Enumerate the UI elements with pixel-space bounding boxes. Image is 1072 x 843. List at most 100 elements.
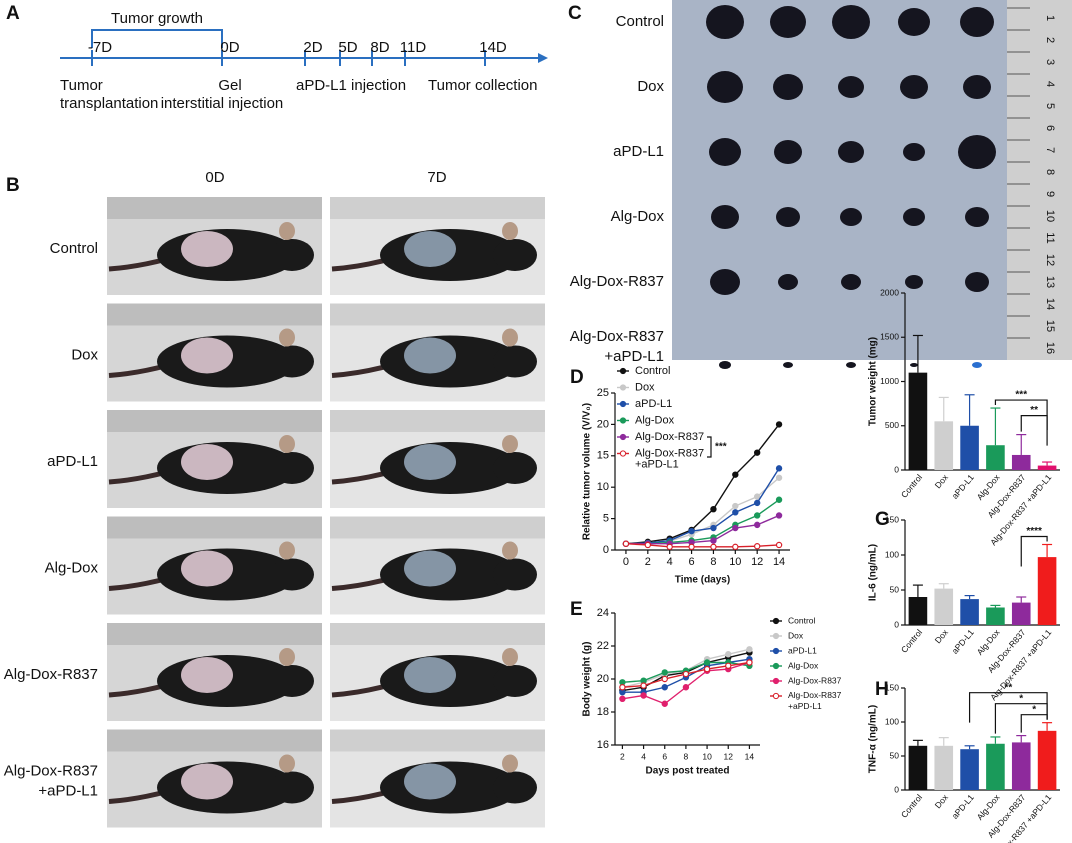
ruler-number: 16 bbox=[1044, 342, 1056, 354]
y-tick-label: 18 bbox=[597, 706, 609, 718]
legend-marker bbox=[772, 617, 780, 625]
data-point bbox=[666, 543, 673, 551]
panel-letter: D bbox=[570, 367, 584, 388]
bar bbox=[960, 749, 979, 790]
y-tick-label: 5 bbox=[603, 513, 609, 525]
photo-row-label: Alg-Dox-R837 bbox=[4, 666, 98, 683]
mouse-head bbox=[493, 452, 537, 484]
shaved-area bbox=[181, 337, 233, 374]
photo-backdrop bbox=[330, 623, 545, 645]
timeline-tick-label: 2D bbox=[303, 39, 322, 56]
shaved-area bbox=[404, 550, 456, 587]
bar bbox=[1037, 730, 1057, 790]
panel-letter: E bbox=[570, 599, 583, 620]
x-axis-label: Days post treated bbox=[646, 766, 730, 777]
tumor bbox=[778, 274, 798, 290]
bar bbox=[960, 425, 979, 470]
legend-marker bbox=[619, 417, 627, 424]
mouse-head bbox=[493, 345, 537, 378]
data-point bbox=[661, 669, 668, 676]
data-point bbox=[640, 692, 647, 699]
shaved-area bbox=[181, 763, 233, 800]
x-tick-label: 10 bbox=[702, 751, 712, 761]
x-tick-label: 8 bbox=[710, 556, 716, 568]
tumor-row-label: Alg-Dox bbox=[611, 208, 665, 225]
tumor bbox=[840, 208, 862, 226]
data-point bbox=[746, 646, 753, 653]
bar bbox=[1011, 742, 1031, 790]
tumor-row-label: Dox bbox=[637, 78, 664, 95]
data-point bbox=[753, 512, 761, 519]
bracket-label: Tumor growth bbox=[111, 10, 203, 27]
tumor-row-label: Alg-Dox-R837 +aPD-L1 bbox=[570, 328, 664, 365]
data-point bbox=[775, 474, 783, 481]
tumor bbox=[903, 208, 925, 226]
x-tick-label: 2 bbox=[645, 556, 651, 568]
mouse-ear bbox=[502, 222, 518, 240]
ruler-number: 10 bbox=[1044, 210, 1056, 222]
tumor-row-label: aPD-L1 bbox=[613, 143, 664, 160]
series-line bbox=[625, 423, 780, 545]
tumor-row-label: Control bbox=[616, 13, 664, 30]
ruler-number: 12 bbox=[1044, 254, 1056, 266]
mouse-ear bbox=[279, 222, 295, 240]
data-point bbox=[775, 496, 783, 503]
panel-letter: H bbox=[875, 679, 889, 700]
mouse-ear bbox=[502, 541, 518, 560]
x-tick-label: aPD-L1 bbox=[950, 627, 976, 656]
x-tick-label: Dox bbox=[933, 627, 951, 646]
mouse-head bbox=[493, 771, 537, 804]
tumor-row-label: Alg-Dox-R837 bbox=[570, 273, 664, 290]
photo-backdrop bbox=[330, 516, 545, 539]
data-point bbox=[619, 695, 626, 703]
y-tick-label: 25 bbox=[597, 387, 609, 399]
ruler-number: 1 bbox=[1044, 15, 1056, 21]
mouse-head bbox=[270, 452, 314, 484]
significance-bracket bbox=[1020, 714, 1048, 733]
shaved-area bbox=[181, 550, 233, 587]
y-axis-label: TNF-α (ng/mL) bbox=[868, 705, 879, 773]
photo-backdrop bbox=[107, 729, 322, 752]
bar bbox=[934, 588, 954, 625]
x-tick-label: Control bbox=[899, 792, 924, 820]
photo-row-label: Dox bbox=[71, 346, 98, 363]
data-point bbox=[710, 505, 717, 513]
shaved-area bbox=[404, 763, 456, 800]
y-tick-label: 150 bbox=[885, 682, 899, 692]
tumor bbox=[838, 76, 864, 98]
data-point bbox=[753, 499, 761, 507]
photo-backdrop bbox=[107, 516, 322, 539]
x-tick-label: 12 bbox=[751, 556, 763, 568]
data-point bbox=[725, 662, 732, 670]
legend-label: Alg-Dox-R837 bbox=[788, 675, 842, 685]
legend-label: Control bbox=[788, 615, 816, 625]
legend-marker bbox=[772, 647, 780, 655]
y-tick-label: 0 bbox=[603, 544, 609, 556]
legend-label: Alg-Dox-R837 bbox=[635, 431, 704, 443]
ruler-number: 11 bbox=[1044, 232, 1056, 243]
tumor bbox=[910, 363, 918, 367]
timeline-tick-label: 0D bbox=[220, 39, 239, 56]
legend-label: aPD-L1 bbox=[635, 398, 672, 410]
y-tick-label: 1000 bbox=[880, 376, 899, 386]
photo-column-label: 7D bbox=[427, 169, 446, 186]
y-tick-label: 500 bbox=[885, 420, 899, 430]
x-tick-label: Control bbox=[899, 472, 924, 500]
bar bbox=[1037, 557, 1057, 625]
tumor bbox=[711, 205, 739, 229]
y-tick-label: 50 bbox=[890, 584, 900, 594]
x-tick-label: 12 bbox=[724, 751, 734, 761]
mouse-head bbox=[270, 665, 314, 697]
timeline-tick-label: 14D bbox=[479, 39, 507, 56]
data-point bbox=[746, 659, 753, 666]
y-tick-label: 1500 bbox=[880, 332, 899, 342]
significance-bracket bbox=[1020, 415, 1048, 446]
tumor bbox=[710, 269, 740, 295]
data-point bbox=[710, 537, 717, 544]
bar bbox=[986, 743, 1005, 790]
x-tick-label: 6 bbox=[689, 556, 695, 568]
timeline-event: Tumor transplantation bbox=[60, 77, 158, 112]
tumor bbox=[972, 362, 982, 368]
tumor bbox=[900, 75, 928, 99]
